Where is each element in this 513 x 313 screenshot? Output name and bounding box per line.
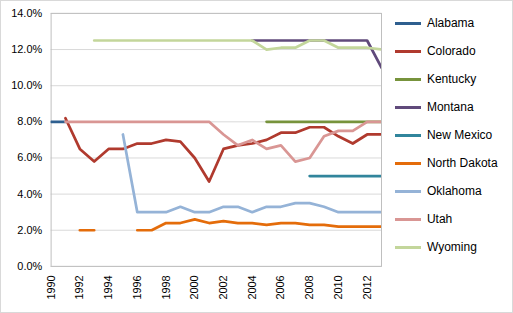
html-text:New Mexico: New Mexico xyxy=(426,128,493,142)
svg-text:2002: 2002 xyxy=(217,275,229,299)
svg-text:1996: 1996 xyxy=(131,275,143,299)
html-text:Oklahoma: Oklahoma xyxy=(426,184,482,198)
html-text:North Dakota: North Dakota xyxy=(426,156,498,170)
html-text:Montana: Montana xyxy=(426,100,474,114)
html-text:Wyoming: Wyoming xyxy=(426,240,477,254)
svg-text:2012: 2012 xyxy=(361,275,373,299)
html-text:Utah: Utah xyxy=(426,212,453,226)
svg-text:2.0%: 2.0% xyxy=(17,224,42,236)
svg-text:1992: 1992 xyxy=(73,275,85,299)
svg-text:12.0%: 12.0% xyxy=(11,43,42,55)
svg-text:1990: 1990 xyxy=(45,275,57,299)
svg-text:1998: 1998 xyxy=(160,275,172,299)
svg-text:2006: 2006 xyxy=(274,275,286,299)
svg-text:4.0%: 4.0% xyxy=(17,188,42,200)
svg-text:2004: 2004 xyxy=(246,275,258,299)
svg-text:10.0%: 10.0% xyxy=(11,79,42,91)
svg-text:2000: 2000 xyxy=(188,275,200,299)
html-text:Colorado: Colorado xyxy=(426,44,476,58)
svg-text:14.0%: 14.0% xyxy=(11,7,42,19)
html-text:Kentucky: Kentucky xyxy=(426,72,477,86)
svg-text:2008: 2008 xyxy=(303,275,315,299)
html-text:Alabama: Alabama xyxy=(426,16,475,30)
svg-text:1994: 1994 xyxy=(102,275,114,299)
svg-text:8.0%: 8.0% xyxy=(17,115,42,127)
svg-text:0.0%: 0.0% xyxy=(17,260,42,272)
svg-text:6.0%: 6.0% xyxy=(17,151,42,163)
svg-text:2010: 2010 xyxy=(332,275,344,299)
